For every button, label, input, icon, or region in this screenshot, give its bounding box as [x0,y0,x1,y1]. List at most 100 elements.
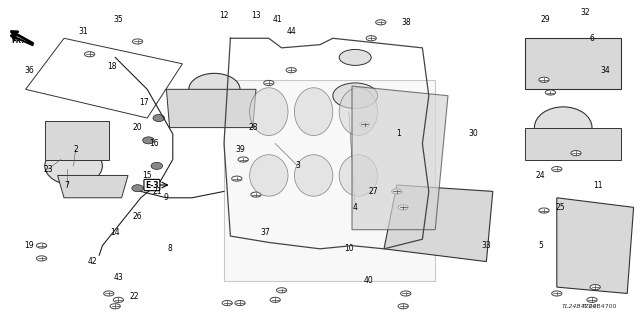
Text: 25: 25 [555,203,565,212]
Circle shape [552,291,562,296]
Text: 35: 35 [113,15,124,24]
Text: 34: 34 [600,66,610,75]
Circle shape [286,68,296,73]
Text: 5: 5 [538,241,543,250]
Ellipse shape [294,88,333,136]
Text: 42: 42 [88,257,98,266]
Circle shape [552,167,562,172]
Text: 29: 29 [540,15,550,24]
Circle shape [36,256,47,261]
Circle shape [376,20,386,25]
Text: 39: 39 [235,145,245,154]
Text: 22: 22 [130,292,139,301]
Circle shape [84,52,95,57]
Text: 37: 37 [260,228,271,237]
Text: 14: 14 [110,228,120,237]
Text: 12: 12 [220,11,228,20]
Circle shape [251,192,261,197]
Text: 15: 15 [142,171,152,180]
Text: 11: 11 [594,181,603,189]
Text: 43: 43 [113,273,124,282]
Ellipse shape [132,185,143,192]
Text: 23: 23 [43,165,53,174]
Circle shape [222,300,232,306]
Circle shape [590,285,600,290]
Ellipse shape [250,155,288,196]
Circle shape [235,300,245,306]
Circle shape [264,80,274,85]
Polygon shape [557,198,634,293]
Circle shape [110,304,120,309]
Text: 17: 17 [139,98,149,107]
Text: 30: 30 [468,130,479,138]
Ellipse shape [250,88,288,136]
Text: 36: 36 [24,66,34,75]
Circle shape [545,90,556,95]
Text: 40: 40 [363,276,373,285]
Text: 20: 20 [132,123,143,132]
Text: 27: 27 [368,187,378,196]
Ellipse shape [339,155,378,196]
Circle shape [238,157,248,162]
Ellipse shape [534,107,592,148]
Text: 10: 10 [344,244,354,253]
PathPatch shape [224,80,435,281]
Circle shape [587,297,597,302]
Text: 3: 3 [295,161,300,170]
Text: 28: 28 [248,123,257,132]
Ellipse shape [339,49,371,65]
Text: E-3: E-3 [145,181,159,189]
Circle shape [36,243,47,248]
Text: 32: 32 [580,8,591,17]
Circle shape [113,297,124,302]
Text: 16: 16 [148,139,159,148]
Polygon shape [352,86,448,230]
Ellipse shape [151,162,163,169]
Text: 8: 8 [167,244,172,253]
Text: 19: 19 [24,241,34,250]
Text: 21: 21 [152,187,161,196]
Circle shape [270,297,280,302]
Circle shape [232,176,242,181]
Circle shape [401,291,411,296]
Text: 4: 4 [353,203,358,212]
Circle shape [104,291,114,296]
Circle shape [539,77,549,82]
Ellipse shape [45,147,102,185]
Circle shape [398,304,408,309]
Circle shape [398,205,408,210]
Polygon shape [166,89,256,128]
Text: 24: 24 [536,171,546,180]
Polygon shape [525,128,621,160]
Circle shape [539,208,549,213]
Text: TL24B4700: TL24B4700 [582,304,618,309]
Ellipse shape [333,83,378,108]
Polygon shape [384,185,493,262]
Text: 9: 9 [164,193,169,202]
Text: 13: 13 [251,11,261,20]
Ellipse shape [143,137,154,144]
Circle shape [366,36,376,41]
Text: 33: 33 [481,241,492,250]
Text: TL24B4700: TL24B4700 [561,304,597,309]
Ellipse shape [153,115,164,122]
Ellipse shape [294,155,333,196]
Text: 44: 44 [286,27,296,36]
Polygon shape [58,175,128,198]
Text: 18: 18 [108,63,116,71]
Polygon shape [525,38,621,89]
Text: 1: 1 [396,130,401,138]
Text: FR.: FR. [12,39,24,44]
Circle shape [132,39,143,44]
Circle shape [392,189,402,194]
Circle shape [571,151,581,156]
Text: 31: 31 [78,27,88,36]
Polygon shape [45,121,109,160]
Ellipse shape [339,88,378,136]
Text: 6: 6 [589,34,595,43]
Text: 38: 38 [401,18,412,27]
Text: 41: 41 [272,15,282,24]
Circle shape [276,288,287,293]
Circle shape [360,122,370,127]
Text: 26: 26 [132,212,143,221]
